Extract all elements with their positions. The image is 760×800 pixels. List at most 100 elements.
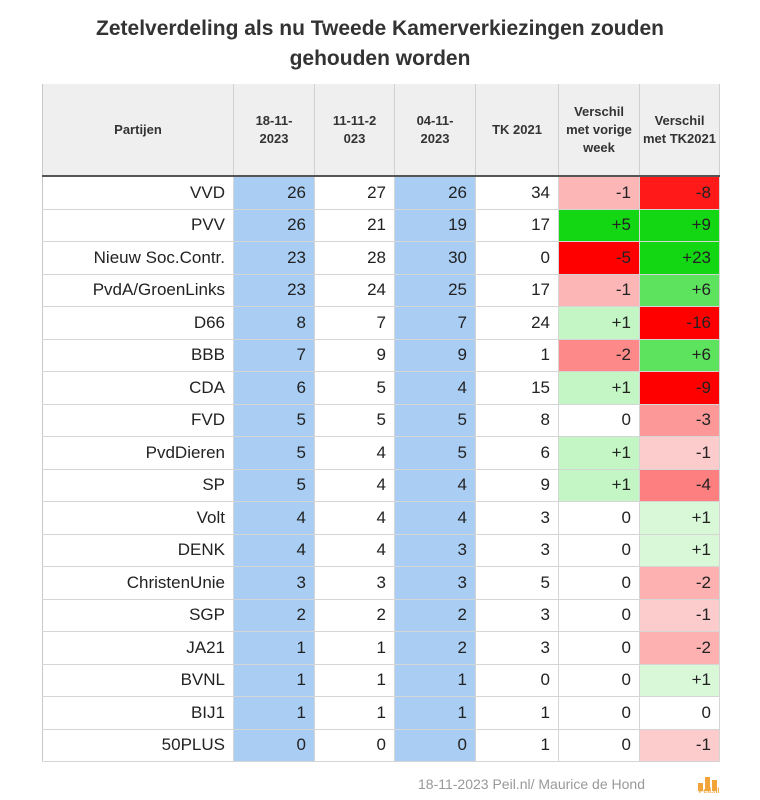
seats-11-11: 4 <box>314 469 395 502</box>
header-partijen: Partijen <box>42 84 234 177</box>
diff-tk2021: -2 <box>639 566 720 600</box>
seats-tk2021: 1 <box>475 696 559 730</box>
seats-04-11: 3 <box>394 566 476 600</box>
party-name: Nieuw Soc.Contr. <box>42 241 234 275</box>
seats-18-11: 4 <box>233 534 315 567</box>
diff-prev-week: +1 <box>558 469 640 502</box>
diff-prev-week: +1 <box>558 306 640 340</box>
seats-18-11: 2 <box>233 599 315 632</box>
party-name: BVNL <box>42 664 234 697</box>
diff-tk2021: -2 <box>639 631 720 665</box>
seats-18-11: 1 <box>233 664 315 697</box>
seats-04-11: 4 <box>394 469 476 502</box>
table-row: PVV 26 21 19 17 +5 +9 <box>42 209 720 242</box>
seats-tk2021: 5 <box>475 566 559 600</box>
seats-18-11: 1 <box>233 696 315 730</box>
seats-04-11: 7 <box>394 306 476 340</box>
diff-prev-week: -2 <box>558 339 640 372</box>
seats-04-11: 19 <box>394 209 476 242</box>
title-line-2: gehouden worden <box>289 47 471 70</box>
seats-04-11: 1 <box>394 664 476 697</box>
diff-tk2021: -1 <box>639 599 720 632</box>
party-name: D66 <box>42 306 234 340</box>
party-name: VVD <box>42 176 234 210</box>
seats-04-11: 4 <box>394 371 476 405</box>
diff-prev-week: 0 <box>558 729 640 762</box>
table-row: VVD 26 27 26 34 -1 -8 <box>42 176 720 210</box>
party-name: ChristenUnie <box>42 566 234 600</box>
table-row: ChristenUnie 3 3 3 5 0 -2 <box>42 566 720 600</box>
table-row: 50PLUS 0 0 0 1 0 -1 <box>42 729 720 762</box>
seats-18-11: 5 <box>233 469 315 502</box>
table-row: JA21 1 1 2 3 0 -2 <box>42 631 720 665</box>
table-row: BVNL 1 1 1 0 0 +1 <box>42 664 720 697</box>
diff-tk2021: +1 <box>639 664 720 697</box>
logo-bar <box>712 780 717 791</box>
table-row: PvdA/GroenLinks 23 24 25 17 -1 +6 <box>42 274 720 307</box>
party-name: 50PLUS <box>42 729 234 762</box>
diff-tk2021: -1 <box>639 729 720 762</box>
seats-11-11: 24 <box>314 274 395 307</box>
seats-11-11: 27 <box>314 176 395 210</box>
table-row: DENK 4 4 3 3 0 +1 <box>42 534 720 567</box>
table-row: Volt 4 4 4 3 0 +1 <box>42 501 720 535</box>
diff-tk2021: +1 <box>639 534 720 567</box>
table-row: D66 8 7 7 24 +1 -16 <box>42 306 720 340</box>
seats-04-11: 26 <box>394 176 476 210</box>
logo-text: Peil.nl <box>698 788 720 795</box>
diff-tk2021: +6 <box>639 339 720 372</box>
party-name: CDA <box>42 371 234 405</box>
seats-04-11: 3 <box>394 534 476 567</box>
party-name: PVV <box>42 209 234 242</box>
seats-11-11: 0 <box>314 729 395 762</box>
seats-tk2021: 15 <box>475 371 559 405</box>
header-diff-tk: Verschil met TK2021 <box>639 84 720 177</box>
party-name: SGP <box>42 599 234 632</box>
logo-bar <box>698 783 703 791</box>
seats-11-11: 1 <box>314 631 395 665</box>
seats-18-11: 0 <box>233 729 315 762</box>
diff-prev-week: 0 <box>558 696 640 730</box>
seats-04-11: 2 <box>394 599 476 632</box>
header-date-3-text: 04-11-2023 <box>416 112 454 146</box>
seats-11-11: 5 <box>314 371 395 405</box>
seats-11-11: 9 <box>314 339 395 372</box>
table-row: BIJ1 1 1 1 1 0 0 <box>42 696 720 730</box>
seats-18-11: 6 <box>233 371 315 405</box>
party-name: Volt <box>42 501 234 535</box>
seats-11-11: 1 <box>314 696 395 730</box>
table-row: FVD 5 5 5 8 0 -3 <box>42 404 720 437</box>
seats-tk2021: 1 <box>475 729 559 762</box>
diff-prev-week: 0 <box>558 404 640 437</box>
diff-prev-week: 0 <box>558 501 640 535</box>
chart-title: Zetelverdeling als nu Tweede Kamerverkie… <box>0 14 760 74</box>
seats-04-11: 9 <box>394 339 476 372</box>
seats-04-11: 5 <box>394 436 476 470</box>
seats-tk2021: 3 <box>475 534 559 567</box>
diff-tk2021: +9 <box>639 209 720 242</box>
peil-logo: Peil.nl <box>695 769 723 797</box>
party-name: BBB <box>42 339 234 372</box>
seats-04-11: 2 <box>394 631 476 665</box>
party-name: FVD <box>42 404 234 437</box>
title-line-1: Zetelverdeling als nu Tweede Kamerverkie… <box>96 17 664 40</box>
seats-11-11: 5 <box>314 404 395 437</box>
seats-04-11: 5 <box>394 404 476 437</box>
seats-18-11: 26 <box>233 176 315 210</box>
header-date-2: 11-11-2023 <box>314 84 395 177</box>
party-name: JA21 <box>42 631 234 665</box>
table-row: CDA 6 5 4 15 +1 -9 <box>42 371 720 405</box>
seats-tk2021: 3 <box>475 631 559 665</box>
diff-tk2021: 0 <box>639 696 720 730</box>
diff-prev-week: +5 <box>558 209 640 242</box>
logo-bar <box>705 777 710 791</box>
seats-tk2021: 0 <box>475 241 559 275</box>
seats-tk2021: 6 <box>475 436 559 470</box>
seats-18-11: 8 <box>233 306 315 340</box>
seats-18-11: 26 <box>233 209 315 242</box>
seats-04-11: 25 <box>394 274 476 307</box>
table-row: BBB 7 9 9 1 -2 +6 <box>42 339 720 372</box>
diff-tk2021: -4 <box>639 469 720 502</box>
seats-11-11: 28 <box>314 241 395 275</box>
diff-tk2021: +6 <box>639 274 720 307</box>
